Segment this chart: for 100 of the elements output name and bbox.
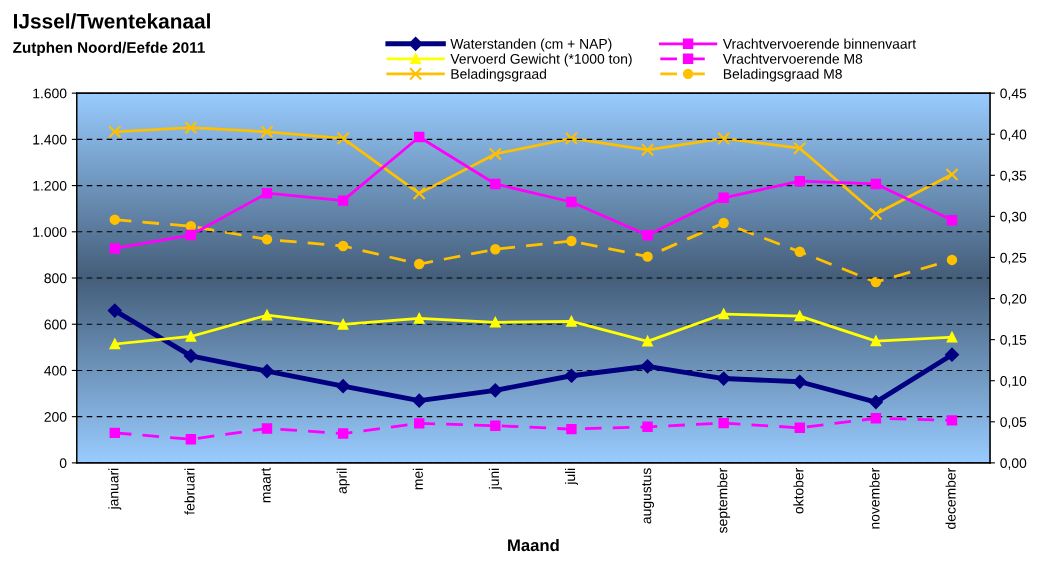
point <box>337 240 349 252</box>
y-tick-label: 1.600 <box>33 88 67 99</box>
point <box>640 359 655 374</box>
point <box>261 188 273 199</box>
legend-label: Beladingsgraad M8 <box>723 68 842 82</box>
point <box>718 217 729 229</box>
point <box>109 427 120 439</box>
point <box>794 422 805 433</box>
point <box>109 214 120 225</box>
point <box>412 393 427 408</box>
point <box>870 178 882 190</box>
point <box>108 125 122 139</box>
point <box>718 192 729 204</box>
x-tick-label: augustus <box>642 468 655 524</box>
chart-subtitle: Zutphen Noord/Eefde 2011 <box>13 41 205 56</box>
point <box>870 276 882 288</box>
x-tick-label: februari <box>184 468 195 515</box>
point <box>185 331 197 342</box>
point <box>946 215 958 226</box>
point <box>794 246 805 257</box>
point <box>642 336 653 347</box>
point <box>414 131 425 143</box>
point <box>109 338 120 350</box>
point <box>640 143 655 157</box>
point <box>490 317 501 328</box>
x-tick-label: juli <box>564 468 578 486</box>
point <box>261 310 273 321</box>
point <box>642 230 653 241</box>
point <box>185 229 197 241</box>
y2-tick-label: 0,00 <box>1000 458 1027 470</box>
y-tick-label: 0 <box>59 458 67 469</box>
point <box>566 423 577 435</box>
legend-label: Vrachtvervoerende M8 <box>722 53 863 64</box>
point <box>564 131 579 145</box>
point <box>490 244 501 255</box>
x-tick-label: april <box>336 468 350 494</box>
x-tick-label: september <box>717 467 731 533</box>
point <box>566 196 577 208</box>
x-tick-label: maart <box>261 467 271 503</box>
chart-title: IJssel/Twentekanaal <box>14 13 210 29</box>
point <box>566 316 577 327</box>
x-axis-title: Maand <box>508 538 559 552</box>
point <box>564 368 579 383</box>
point <box>109 243 120 254</box>
point <box>336 131 350 145</box>
point <box>412 186 426 200</box>
x-tick-label: juni <box>488 468 502 490</box>
point <box>868 395 883 410</box>
point <box>793 141 807 155</box>
point <box>794 175 805 187</box>
point <box>337 319 349 330</box>
point <box>261 234 273 245</box>
x-tick-label: mei <box>412 468 423 490</box>
point <box>107 303 122 318</box>
point <box>870 413 882 424</box>
point <box>946 415 958 426</box>
legend-label: Vervoerd Gewicht (*1000 ton) <box>450 53 632 67</box>
point <box>717 131 731 145</box>
point <box>337 428 349 439</box>
y2-tick-label: 0,35 <box>1000 170 1027 183</box>
y2-tick-label: 0,15 <box>1000 334 1027 347</box>
legend-label: Waterstanden (cm + NAP) <box>450 38 612 52</box>
point <box>794 310 805 322</box>
point <box>184 121 198 135</box>
point <box>490 420 501 431</box>
point <box>488 383 503 398</box>
point <box>260 125 274 139</box>
point <box>183 348 198 363</box>
y2-tick-label: 0,20 <box>1000 293 1027 306</box>
y-tick-label: 600 <box>44 319 67 330</box>
x-tick-label: januari <box>108 468 122 510</box>
point <box>185 434 197 445</box>
y2-tick-label: 0,40 <box>1000 129 1027 142</box>
x-tick-label: oktober <box>793 467 804 514</box>
y-tick-label: 800 <box>44 273 67 284</box>
point <box>260 364 274 379</box>
y2-tick-label: 0,25 <box>1000 252 1027 265</box>
y2-tick-label: 0,30 <box>1000 211 1027 224</box>
point <box>414 418 425 429</box>
point <box>414 313 425 324</box>
legend-label: Beladingsgraad <box>451 68 546 82</box>
point <box>261 423 273 434</box>
point <box>946 331 958 343</box>
y2-tick-label: 0,45 <box>1000 88 1027 100</box>
point <box>870 335 882 347</box>
x-tick-label: november <box>869 467 880 529</box>
point <box>642 251 653 262</box>
y2-tick-label: 0,10 <box>1000 376 1027 388</box>
point <box>945 167 959 182</box>
y-tick-label: 1.400 <box>33 134 67 145</box>
point <box>566 235 577 247</box>
point <box>718 308 729 320</box>
y-tick-label: 1.200 <box>33 180 67 191</box>
point <box>946 254 958 266</box>
x-tick-label: december <box>945 467 956 529</box>
point <box>490 178 501 190</box>
point <box>945 347 959 362</box>
point <box>792 374 807 389</box>
legend-label: Vrachtvervoerende binnenvaart <box>722 38 916 49</box>
point <box>642 421 653 433</box>
